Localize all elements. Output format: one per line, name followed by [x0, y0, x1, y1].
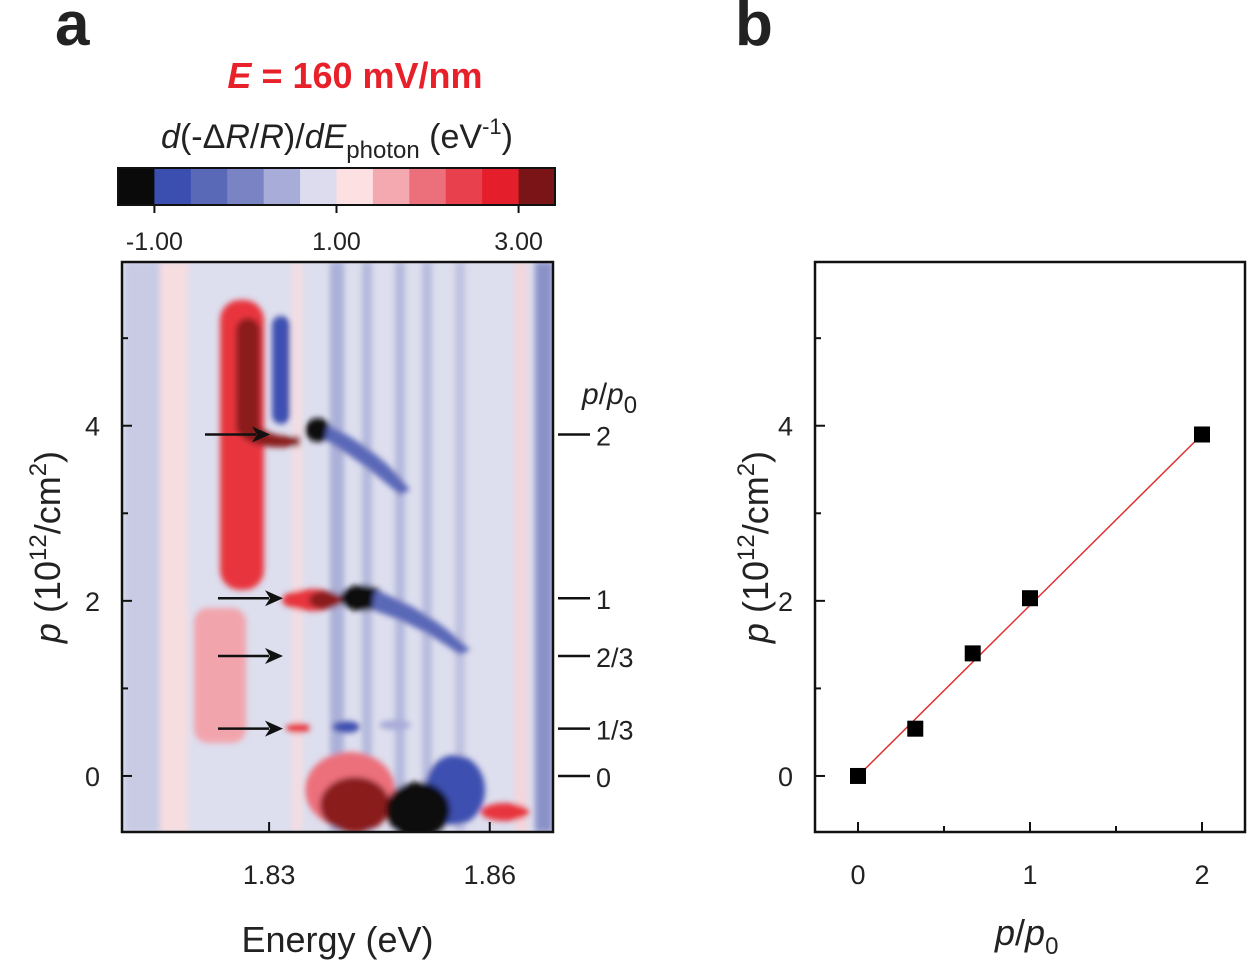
label-part: -1: [482, 114, 502, 139]
label-part: E: [324, 118, 347, 156]
label-part: p: [735, 623, 776, 644]
data-point: [907, 720, 924, 737]
label-part: p: [581, 378, 599, 411]
colorbar-swatch: [300, 168, 337, 205]
right-tick-label: 2: [596, 421, 611, 451]
label-part: /cm: [27, 476, 68, 534]
label-part: /: [1015, 912, 1025, 953]
label-part: p: [1024, 912, 1045, 953]
axis-label: p/p0: [581, 378, 637, 419]
label-part: (-Δ: [180, 118, 225, 156]
colorbar-swatch: [518, 168, 556, 205]
label-part: )/: [284, 118, 305, 156]
label-part: (10: [27, 561, 68, 623]
colorbar-tick-label: 1.00: [312, 228, 361, 256]
label-part: 0: [624, 392, 637, 419]
label-part: ): [502, 118, 513, 156]
arrow-head: [265, 590, 283, 607]
label-part: (eV: [420, 118, 483, 156]
y-tick-label: 4: [85, 412, 100, 442]
x-tick-label: 0: [850, 860, 865, 890]
x-tick-label: 1.86: [463, 860, 516, 890]
right-tick-label: 1: [596, 585, 611, 615]
colorbar-swatch: [336, 168, 374, 205]
right-tick-label: 2/3: [596, 643, 634, 673]
data-point: [1022, 590, 1038, 607]
title-part: E: [227, 55, 252, 96]
axis-label: p (1012/cm2): [25, 451, 68, 644]
colorbar-swatch: [154, 168, 192, 205]
colorbar-label: d(-ΔR/R)/dEphoton (eV-1): [161, 114, 513, 164]
label-part: 2: [733, 463, 760, 476]
right-tick-label: 0: [596, 763, 611, 793]
label-part: ): [27, 451, 68, 463]
arrow-head: [252, 426, 270, 443]
colorbar-tick-label: 3.00: [494, 228, 543, 256]
colorbar-swatch: [482, 168, 520, 205]
colorbar-swatch: [445, 168, 483, 205]
heatmap-image: [122, 262, 553, 832]
label-part: photon: [346, 137, 419, 164]
colorbar-tick-label: -1.00: [126, 228, 183, 256]
panel-label: a: [55, 0, 90, 59]
x-tick-label: 1: [1022, 860, 1037, 890]
label-part: p: [994, 912, 1015, 953]
colorbar-swatch: [118, 168, 155, 205]
label-part: (10: [735, 561, 776, 623]
right-tick-label: 1/3: [596, 716, 634, 746]
y-tick-label: 4: [778, 412, 793, 442]
label-part: p: [27, 623, 68, 644]
x-tick-label: 2: [1194, 860, 1209, 890]
label-part: d: [305, 118, 325, 156]
colorbar-swatch: [409, 168, 447, 205]
panel-label: b: [735, 0, 773, 59]
label-part: /cm: [735, 476, 776, 534]
colorbar-swatch: [372, 168, 410, 205]
label-part: R: [259, 118, 284, 156]
label-part: ): [735, 451, 776, 463]
axis-label: p (1012/cm2): [733, 451, 776, 644]
axis-label: p/p0: [994, 912, 1058, 960]
plot-frame: [120, 260, 555, 834]
x-axis-label: Energy (eV): [241, 919, 433, 960]
colorbar-swatch: [190, 168, 228, 205]
label-part: 2: [25, 463, 52, 476]
title-part: = 160 mV/nm: [251, 55, 482, 96]
y-tick-label: 2: [778, 587, 793, 617]
y-tick-label: 0: [778, 762, 793, 792]
label-part: p: [606, 378, 624, 411]
label-part: 12: [25, 534, 52, 561]
plot-frame: [813, 260, 1247, 834]
label-part: /: [599, 378, 608, 411]
x-tick-label: 1.83: [243, 860, 296, 890]
data-point: [964, 645, 981, 662]
label-part: /: [250, 118, 260, 156]
colorbar-swatch: [227, 168, 265, 205]
y-tick-label: 0: [85, 762, 100, 792]
label-part: 0: [1045, 933, 1058, 960]
y-tick-label: 2: [85, 587, 100, 617]
data-point: [1194, 426, 1210, 443]
arrow-head: [265, 720, 283, 737]
colorbar-swatch: [263, 168, 301, 205]
chart-title: E = 160 mV/nm: [227, 55, 482, 96]
label-part: d: [161, 118, 181, 156]
label-part: 12: [733, 534, 760, 561]
data-point: [850, 767, 866, 784]
arrow-head: [265, 648, 283, 665]
label-part: R: [225, 118, 250, 156]
